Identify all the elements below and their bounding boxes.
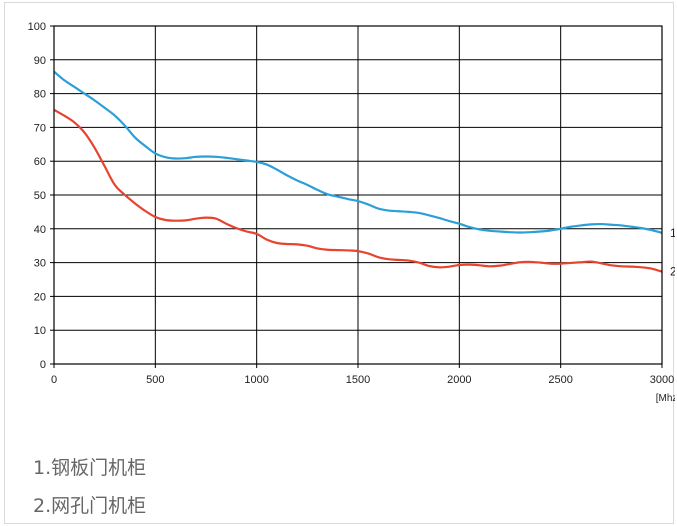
series-1-end-label: 1: [670, 226, 675, 240]
y-tick-label: 50: [34, 190, 46, 202]
y-tick-label: 80: [34, 89, 46, 101]
y-tick-label: 30: [34, 258, 46, 270]
y-tick-label: 90: [34, 55, 46, 67]
chart-frame: 0 10 20 30 40 50 60 70 80 90 100 0 500 1000 1500 2000 25…: [4, 2, 675, 524]
y-tick-label: 60: [34, 156, 46, 168]
legend-item-mesh-door: 2.网孔门机柜: [33, 495, 147, 517]
x-tick-label: 3000: [650, 374, 674, 386]
x-tick-label: 1500: [346, 374, 370, 386]
y-tick-label: 0: [40, 359, 46, 371]
y-tick-label: 70: [34, 122, 46, 134]
y-tick-label: 40: [34, 224, 46, 236]
plot-border: [53, 25, 663, 365]
x-tick-label: 0: [51, 374, 57, 386]
legend-item-steel-door: 1.钢板门机柜: [33, 457, 147, 479]
x-tick-label: 1000: [244, 374, 268, 386]
series-2-line: [53, 108, 663, 273]
x-unit-label: [Mhz]: [656, 393, 675, 404]
y-tick-label: 100: [28, 21, 46, 33]
y-tick-label: 20: [34, 291, 46, 303]
series-1-line: [53, 70, 663, 234]
x-tick-label: 2500: [548, 374, 572, 386]
series-2-end-label: 2: [670, 265, 675, 279]
y-tick-label: 10: [34, 325, 46, 337]
x-tick-label: 500: [146, 374, 164, 386]
x-tick-label: 2000: [447, 374, 471, 386]
